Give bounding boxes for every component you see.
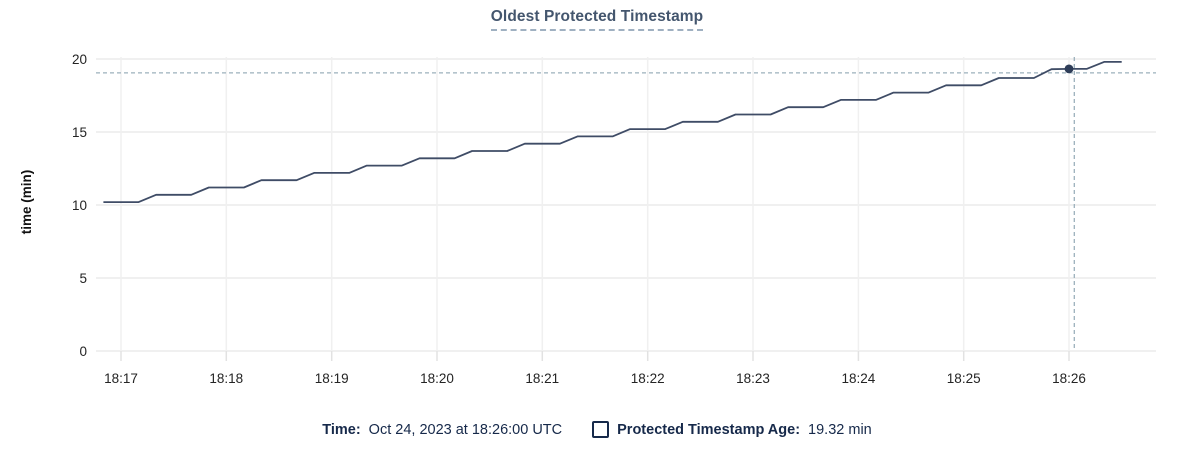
y-axis-title: time (min) bbox=[19, 170, 34, 235]
series-line bbox=[103, 61, 1122, 204]
chart-canvas[interactable]: 0 5 10 15 20 18:17 18:18 18:19 18:20 18:21 18:22 18… bbox=[0, 0, 1194, 400]
x-tick-label: 18:19 bbox=[315, 371, 349, 386]
x-tick-label: 18:26 bbox=[1052, 371, 1086, 386]
x-tick-label: 18:20 bbox=[420, 371, 454, 386]
legend-series-label: Protected Timestamp Age: bbox=[617, 421, 801, 438]
y-tick-label: 0 bbox=[79, 344, 87, 359]
legend-series[interactable]: Protected Timestamp Age: 19.32 min bbox=[592, 421, 872, 438]
legend-time: Time: Oct 24, 2023 at 18:26:00 UTC bbox=[322, 422, 562, 438]
series-checkbox[interactable] bbox=[592, 421, 610, 438]
x-tick-label: 18:18 bbox=[209, 371, 243, 386]
y-tick-label: 10 bbox=[72, 198, 87, 213]
chart-legend: Time: Oct 24, 2023 at 18:26:00 UTC Prote… bbox=[0, 421, 1194, 438]
x-tick-label: 18:25 bbox=[947, 371, 981, 386]
title-row: Oldest Protected Timestamp bbox=[0, 8, 1194, 31]
x-tick-label: 18:23 bbox=[736, 371, 770, 386]
x-tick-label: 18:17 bbox=[104, 371, 138, 386]
chart-title[interactable]: Oldest Protected Timestamp bbox=[490, 8, 704, 31]
y-tick-label: 20 bbox=[72, 52, 87, 67]
x-tick-label: 18:24 bbox=[842, 371, 876, 386]
hover-point[interactable] bbox=[1064, 64, 1074, 74]
y-tick-label: 5 bbox=[79, 271, 87, 286]
legend-time-label: Time: bbox=[322, 421, 361, 438]
legend-time-value: Oct 24, 2023 at 18:26:00 UTC bbox=[368, 421, 563, 438]
x-tick-label: 18:22 bbox=[631, 371, 665, 386]
y-tick-label: 15 bbox=[72, 125, 87, 140]
x-tick-label: 18:21 bbox=[525, 371, 559, 386]
legend-series-value: 19.32 min bbox=[808, 421, 872, 438]
